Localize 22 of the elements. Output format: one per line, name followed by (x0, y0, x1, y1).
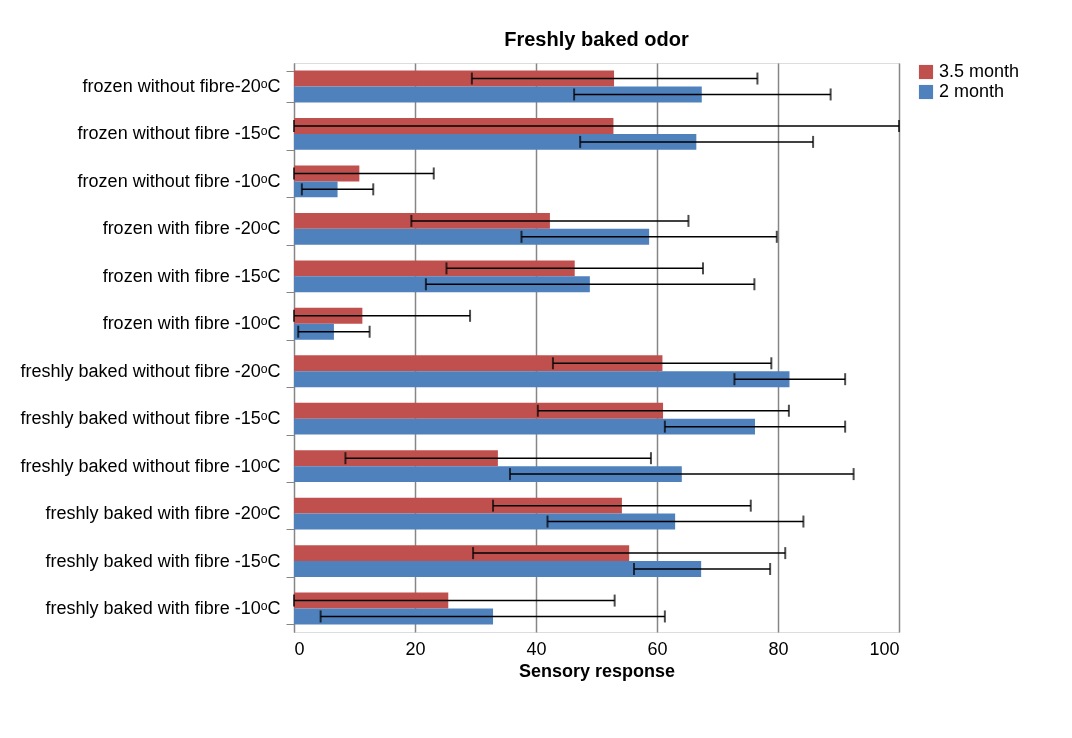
y-tick-label: freshly baked without fibre -20ᵒC (20, 360, 281, 381)
legend-label: 2 month (939, 81, 1005, 101)
x-tick-label: 80 (768, 638, 789, 659)
y-tick-label: freshly baked without fibre -15ᵒC (20, 408, 281, 429)
x-axis-title: Sensory response (518, 660, 676, 681)
x-tick-label: 20 (405, 638, 426, 659)
x-tick-label: 100 (869, 638, 900, 659)
x-tick-label: 0 (294, 638, 305, 659)
y-tick-label: freshly baked without fibre -10ᵒC (20, 455, 281, 476)
y-tick-label: freshly baked with fibre -20ᵒC (45, 503, 281, 524)
y-tick-label: frozen with fibre -20ᵒC (102, 218, 281, 239)
y-tick-label: frozen without fibre-20ᵒC (82, 75, 281, 96)
x-tick-label: 60 (647, 638, 668, 659)
y-tick-label: freshly baked with fibre -10ᵒC (45, 598, 281, 619)
chart-title: Freshly baked odor (504, 28, 689, 50)
y-tick-label: frozen without fibre -15ᵒC (77, 123, 281, 144)
y-tick-label: freshly baked with fibre -15ᵒC (45, 550, 281, 571)
legend-label: 3.5 month (939, 61, 1020, 81)
x-tick-label: 40 (526, 638, 547, 659)
y-tick-label: frozen without fibre -10ᵒC (77, 170, 281, 191)
y-tick-label: frozen with fibre -15ᵒC (102, 265, 281, 286)
y-tick-label: frozen with fibre -10ᵒC (102, 313, 281, 334)
